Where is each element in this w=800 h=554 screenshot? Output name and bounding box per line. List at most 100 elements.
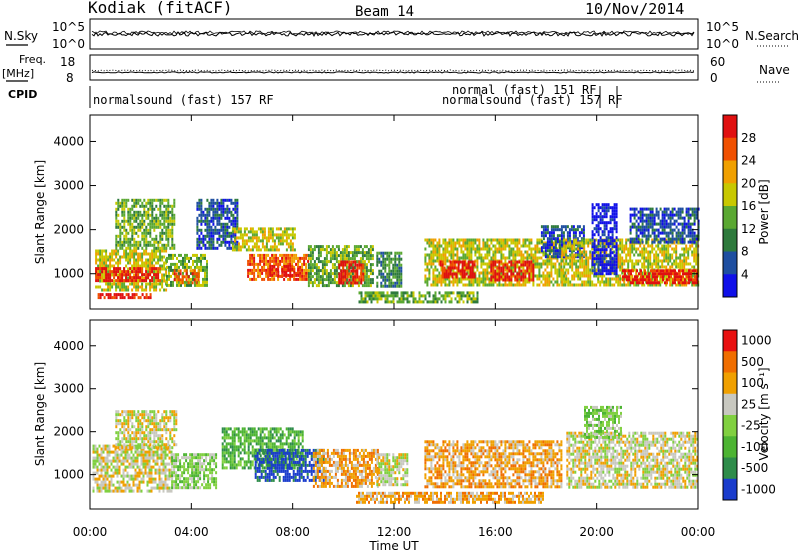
heat-cell — [366, 291, 369, 295]
heat-cell — [436, 283, 439, 287]
heat-cell — [204, 277, 206, 281]
heat-cell — [208, 222, 211, 226]
heat-cell — [285, 256, 288, 260]
heat-cell — [179, 272, 182, 276]
heat-cell — [463, 275, 466, 279]
heat-cell — [661, 247, 664, 251]
heat-cell — [581, 259, 584, 263]
heat-cell — [371, 248, 374, 252]
heat-cell — [605, 242, 608, 246]
heat-cell — [390, 278, 393, 282]
heat-cell — [599, 221, 602, 225]
heat-cell — [643, 225, 646, 229]
heat-cell — [639, 207, 642, 211]
heat-cell — [599, 248, 602, 252]
heat-cell — [456, 250, 459, 254]
heat-cell — [439, 260, 442, 264]
heat-cell — [283, 267, 286, 271]
heat-cell — [173, 272, 176, 276]
heat-cell — [267, 259, 270, 263]
heat-cell — [167, 225, 170, 229]
heat-cell — [145, 282, 148, 286]
heat-cell — [305, 277, 308, 281]
heat-cell — [398, 284, 401, 288]
heat-cell — [579, 274, 582, 278]
heat-cell — [669, 253, 672, 257]
heat-cell — [500, 241, 503, 245]
heat-cell — [353, 257, 356, 261]
heat-cell — [441, 263, 444, 267]
heat-cell — [633, 262, 636, 266]
heat-cell — [206, 262, 208, 266]
heat-cell — [648, 272, 650, 276]
heat-cell — [249, 268, 252, 272]
heat-cell — [591, 218, 594, 222]
heat-cell — [679, 256, 682, 260]
heat-cell — [550, 268, 553, 272]
heat-cell — [135, 243, 138, 247]
heat-cell — [651, 213, 654, 217]
heat-cell — [388, 269, 391, 273]
heat-cell — [170, 268, 172, 272]
heat-cell — [236, 225, 239, 229]
heat-cell — [550, 280, 553, 284]
heat-cell — [563, 247, 566, 251]
heat-cell — [153, 219, 156, 223]
heat-cell — [261, 239, 264, 243]
heat-cell — [333, 278, 336, 282]
heat-cell — [550, 249, 553, 253]
heat-cell — [228, 243, 231, 247]
heat-cell — [665, 250, 668, 254]
heat-cell — [498, 266, 501, 270]
heat-cell — [672, 272, 674, 276]
heat-cell — [198, 240, 201, 244]
heat-cell — [343, 281, 346, 285]
heat-cell — [464, 241, 467, 245]
heat-cell — [153, 279, 156, 283]
heat-cell — [388, 300, 391, 304]
heat-cell — [247, 262, 250, 266]
heat-cell — [168, 277, 170, 281]
heat-cell — [434, 291, 437, 295]
heat-cell — [502, 274, 505, 278]
heat-cell — [251, 245, 254, 249]
heat-cell — [633, 280, 636, 284]
heat-cell — [480, 271, 483, 275]
heat-cell — [236, 240, 239, 244]
heat-cell — [587, 283, 590, 287]
heat-cell — [452, 280, 455, 284]
heat-cell — [141, 216, 144, 220]
heat-cell — [581, 265, 584, 269]
heat-cell — [510, 263, 513, 267]
heat-cell — [450, 256, 453, 260]
heat-cell — [591, 247, 594, 251]
heat-cell — [380, 260, 383, 264]
heat-cell — [137, 264, 140, 268]
heat-cell — [198, 219, 201, 223]
heat-cell — [220, 204, 223, 208]
heat-cell — [255, 242, 258, 246]
heat-cell — [388, 254, 391, 258]
heat-cell — [123, 240, 126, 244]
heat-cell — [442, 250, 445, 254]
heat-cell — [645, 225, 648, 229]
heat-cell — [159, 198, 162, 202]
heat-cell — [177, 269, 180, 273]
heat-cell — [655, 259, 658, 263]
heat-cell — [609, 227, 612, 231]
heat-cell — [621, 247, 624, 251]
heat-cell — [426, 277, 429, 281]
heat-cell — [500, 260, 503, 264]
heat-cell — [569, 259, 572, 263]
heat-cell — [444, 247, 447, 251]
heat-cell — [169, 222, 172, 226]
heat-cell — [269, 245, 272, 249]
heat-cell — [542, 259, 545, 263]
heat-cell — [522, 256, 525, 260]
heat-cell — [458, 241, 461, 245]
heat-cell — [583, 247, 586, 251]
heat-cell — [101, 252, 104, 256]
heat-cell — [251, 233, 254, 237]
heat-cell — [99, 261, 102, 265]
heat-cell — [396, 281, 399, 285]
